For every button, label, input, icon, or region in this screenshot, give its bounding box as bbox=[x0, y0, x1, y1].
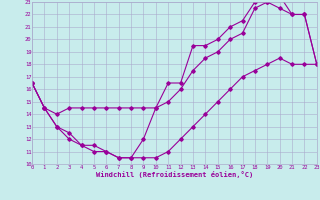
X-axis label: Windchill (Refroidissement éolien,°C): Windchill (Refroidissement éolien,°C) bbox=[96, 171, 253, 178]
